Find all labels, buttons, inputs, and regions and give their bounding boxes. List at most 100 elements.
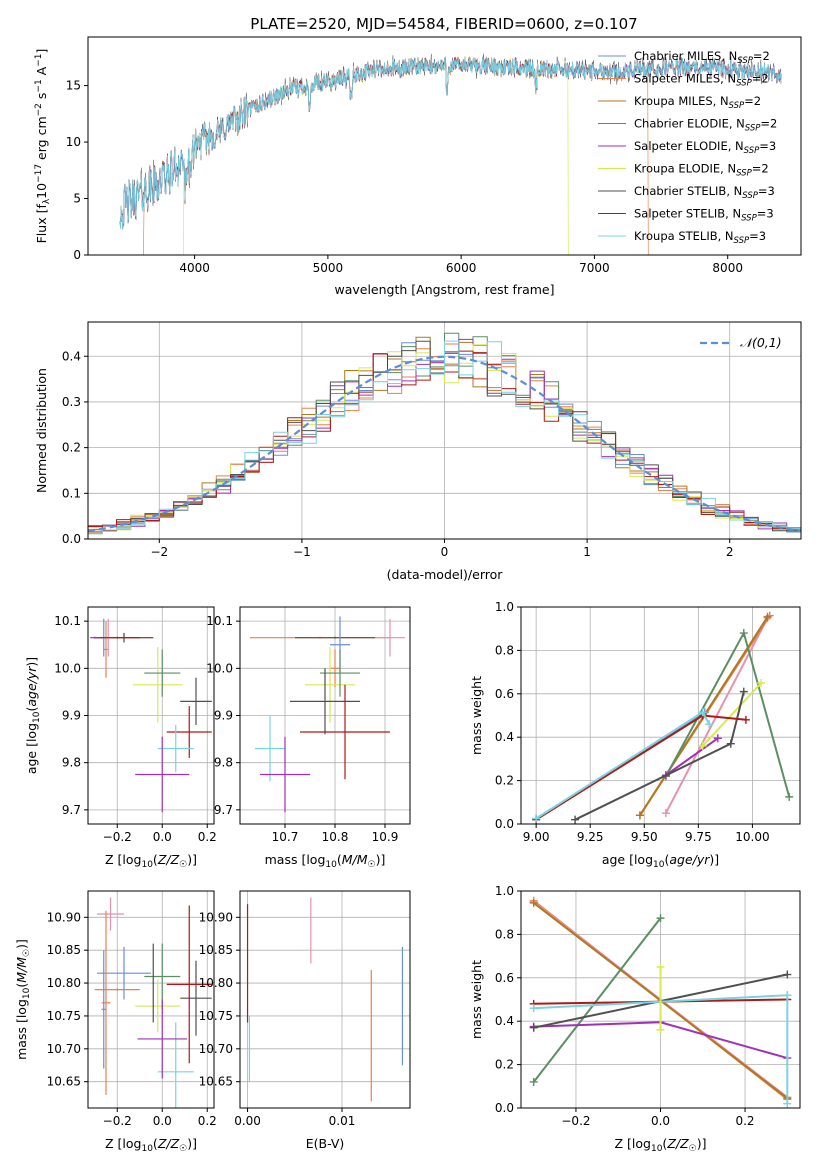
y-tick-label: 10.1 — [206, 614, 233, 628]
x-tick-label: 5000 — [313, 261, 344, 275]
weight-marker — [713, 734, 722, 743]
weight-line-1 — [665, 617, 769, 814]
y-tick-label: 10 — [66, 135, 81, 149]
y-tick-label: 10.85 — [199, 943, 233, 957]
weight-marker — [757, 678, 766, 687]
x-tick-label: 8000 — [712, 261, 743, 275]
legend-label: Kroupa STELIB, NSSP=3 — [634, 229, 766, 246]
y-tick-label: 0.0 — [495, 817, 514, 831]
panel-age-weight: 9.00 9.25 9.50 9.75 10.00 0.0 0.2 0.4 0.6 0.8 1.0 a… — [469, 600, 801, 870]
y-tick-label: 10.65 — [199, 1075, 233, 1089]
x-tick-label: −0.2 — [103, 830, 132, 844]
y-tick-label: 10.0 — [54, 661, 81, 675]
x-tick-label: 0.2 — [735, 1114, 754, 1128]
x-tick-label: 9.25 — [577, 830, 604, 844]
weight-line-5 — [665, 737, 719, 777]
weight-marker — [739, 629, 748, 638]
x-tick-label: 0 — [441, 545, 449, 559]
y-tick-label: 9.8 — [214, 756, 233, 770]
panel-z-weight: −0.2 0.0 0.2 0.0 0.2 0.4 0.6 0.8 1.0 Z [log10(Z/Z… — [469, 884, 801, 1154]
y-tick-label: 5 — [73, 192, 81, 206]
x-tick-label: −2 — [150, 545, 168, 559]
y-tick-label: 10.85 — [47, 943, 81, 957]
y-tick-label: 1.0 — [495, 600, 514, 614]
y-axis-label: mass [log10(M/M☉)] — [14, 939, 32, 1060]
y-axis-label: age [log10(age/yr)] — [24, 657, 42, 774]
x-axis-label: E(B-V) — [306, 1136, 345, 1151]
x-tick-label: 0.0 — [651, 1114, 670, 1128]
x-tick-label: 10.7 — [272, 830, 299, 844]
y-tick-label: 9.8 — [62, 756, 81, 770]
x-axis-label: age [log10(age/yr)] — [602, 852, 719, 870]
weight-marker — [529, 1077, 538, 1086]
panel-ebv-mass: 0.00 0.01 10.65 10.70 10.75 10.80 10.85 10.90 E(… — [199, 890, 411, 1151]
plot-area — [119, 53, 782, 255]
x-tick-label: 0.2 — [198, 830, 217, 844]
weight-marker — [529, 1004, 538, 1013]
x-tick-label: 4000 — [179, 261, 210, 275]
legend: 𝒩(0,1) — [700, 335, 782, 350]
legend-label: Salpeter STELIB, NSSP=3 — [634, 207, 774, 224]
plot-area — [532, 611, 794, 824]
x-tick-label: 0.00 — [234, 1114, 261, 1128]
y-tick-label: 0.2 — [495, 774, 514, 788]
x-tick-label: 2 — [726, 545, 734, 559]
weight-marker — [656, 914, 665, 923]
y-tick-label: 0.4 — [62, 349, 81, 363]
weight-marker — [783, 970, 792, 979]
weight-line-6 — [701, 682, 762, 747]
x-axis-label: Z [log10(Z/Z☉)] — [615, 1136, 707, 1154]
y-tick-label: 10.70 — [199, 1042, 233, 1056]
plot-area — [88, 332, 801, 536]
y-tick-label: 0.4 — [495, 730, 514, 744]
weight-marker — [532, 814, 541, 823]
x-tick-label: 10.8 — [322, 830, 349, 844]
legend-label: Chabrier STELIB, NSSP=3 — [634, 184, 775, 201]
weight-marker — [656, 1025, 665, 1034]
axes-frame — [87, 36, 802, 256]
weight-marker — [783, 991, 792, 1000]
x-axis-label: Z [log10(Z/Z☉)] — [105, 1136, 197, 1154]
y-tick-label: 10.70 — [47, 1042, 81, 1056]
weight-marker — [571, 815, 580, 824]
axes-frame — [87, 890, 215, 1109]
y-tick-label: 0.8 — [495, 643, 514, 657]
legend: Chabrier MILES, NSSP=2 Salpeter MILES, NS… — [598, 49, 777, 246]
y-tick-label: 9.7 — [62, 803, 81, 817]
x-tick-label: 1 — [583, 545, 591, 559]
x-tick-label: 0.01 — [329, 1114, 356, 1128]
y-tick-label: 10.90 — [47, 910, 81, 924]
y-tick-label: 10.65 — [47, 1075, 81, 1089]
weight-marker — [726, 739, 735, 748]
legend-label: Salpeter ELODIE, NSSP=3 — [634, 139, 776, 156]
weight-line-3 — [532, 917, 662, 1083]
axes-frame — [239, 890, 411, 1109]
spectrum-line-8 — [119, 56, 782, 230]
y-tick-label: 0.6 — [495, 687, 514, 701]
x-tick-label: −1 — [293, 545, 311, 559]
y-tick-label: 10.1 — [54, 614, 81, 628]
weight-marker — [529, 898, 538, 907]
y-axis-label: mass weight — [469, 960, 484, 1039]
x-tick-label: 6000 — [446, 261, 477, 275]
y-tick-label: 0.0 — [495, 1101, 514, 1115]
spectrum-line-1 — [120, 56, 781, 255]
x-tick-label: 9.75 — [685, 830, 712, 844]
plot-area — [90, 618, 212, 813]
x-tick-label: −0.2 — [103, 1114, 132, 1128]
weight-marker — [656, 962, 665, 971]
panel-z-mass: −0.2 0.0 0.2 10.65 10.70 10.75 10.80 10.85 10.90… — [14, 890, 217, 1154]
weight-marker — [741, 715, 750, 724]
y-tick-label: 0 — [73, 248, 81, 262]
legend-label: Salpeter MILES, NSSP=2 — [634, 72, 769, 89]
legend-label: Kroupa ELODIE, NSSP=2 — [634, 162, 769, 179]
plot-area — [94, 897, 212, 1108]
legend-label: Chabrier MILES, NSSP=2 — [634, 49, 770, 66]
y-tick-label: 0.1 — [62, 486, 81, 500]
panel-residual-histogram: −2 −1 0 1 2 0.0 0.1 0.2 0.3 0.4 𝒩(0,1) (data-model)… — [34, 321, 802, 582]
weight-marker — [635, 811, 644, 820]
weight-line-4 — [665, 630, 791, 798]
weight-marker — [698, 708, 707, 717]
y-tick-label: 0.8 — [495, 927, 514, 941]
